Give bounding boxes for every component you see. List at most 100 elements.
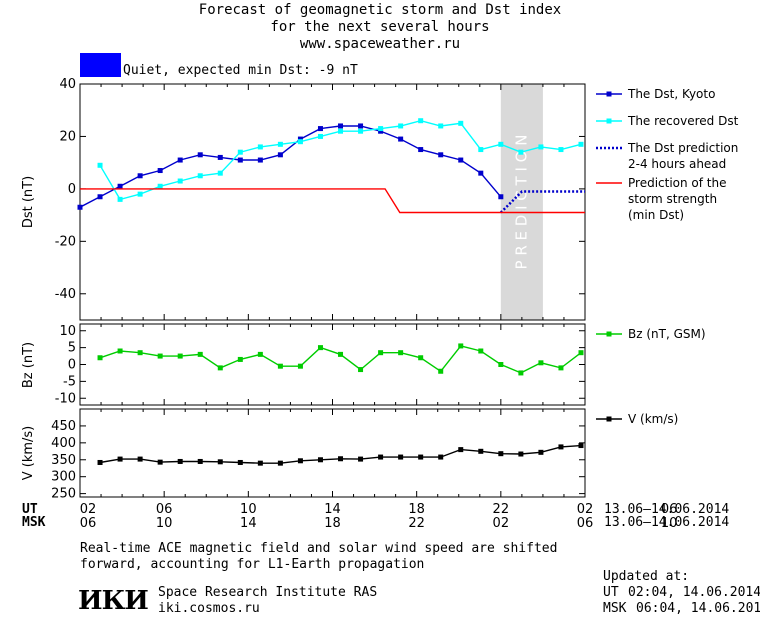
y-tick-label: 250 (51, 487, 76, 502)
y-tick-label: 5 (68, 341, 76, 356)
series-marker (277, 460, 283, 466)
msk-tick-label: 22 (408, 516, 425, 531)
series-marker (478, 170, 484, 176)
y-axis-label: Bz (nT) (21, 342, 36, 388)
series-marker (558, 147, 564, 153)
series-marker (317, 345, 323, 351)
series-marker (317, 133, 323, 139)
series-marker (257, 460, 263, 466)
series-marker (538, 360, 544, 366)
legend-label: The Dst, Kyoto (627, 87, 715, 101)
series-marker (157, 353, 163, 359)
legend-marker (606, 91, 612, 97)
y-tick-label: 20 (59, 129, 76, 144)
series-marker (177, 353, 183, 359)
series-marker (578, 141, 584, 147)
series-marker (358, 456, 364, 462)
series-marker (257, 351, 263, 357)
panel-frame (79, 408, 586, 498)
series-marker (378, 454, 384, 460)
msk-axis-label: MSK (22, 515, 46, 530)
series-marker (197, 173, 203, 179)
ut-tick-label: 02 (577, 502, 594, 517)
y-tick-label: -40 (55, 287, 76, 302)
y-tick-label: 40 (59, 77, 76, 92)
series-marker (418, 454, 424, 460)
series-marker (458, 447, 464, 453)
series-marker (338, 456, 344, 462)
series-marker (438, 152, 444, 158)
org-url-link[interactable]: iki.cosmos.ru (158, 601, 260, 616)
chart-title-line2: for the next several hours (270, 19, 490, 35)
msk-tick-label: 02 (493, 516, 510, 531)
series-line (99, 345, 582, 374)
updated-msk-label: MSK (603, 601, 627, 616)
series-marker (137, 191, 143, 197)
series-marker (97, 194, 103, 200)
series-marker (438, 368, 444, 374)
series-marker (518, 451, 524, 457)
site-link[interactable]: www.spaceweather.ru (299, 36, 461, 52)
series-marker (498, 451, 504, 457)
series-marker (578, 443, 584, 449)
series-marker (538, 144, 544, 150)
series-marker (458, 157, 464, 163)
updated-ut-label: UT (603, 585, 619, 600)
series-marker (237, 356, 243, 362)
series-marker (398, 454, 404, 460)
ut-axis-label: UT (22, 502, 38, 517)
y-tick-label: 400 (51, 436, 76, 451)
series-marker (438, 123, 444, 129)
legend-label: Bz (nT, GSM) (628, 327, 706, 341)
series-marker (237, 157, 243, 163)
legend-label: storm strength (628, 192, 717, 206)
series-marker (117, 196, 123, 202)
series-marker (578, 350, 584, 356)
y-tick-label: 0 (68, 358, 76, 373)
updated-ut-value: 02:04, 14.06.2014 (628, 585, 760, 600)
y-tick-label: 450 (51, 419, 76, 434)
series-marker (558, 365, 564, 371)
series-marker (478, 348, 484, 354)
series-marker (197, 458, 203, 464)
series-marker (418, 355, 424, 361)
series-line (80, 188, 585, 214)
series-marker (117, 456, 123, 462)
msk-tick-label: 10 (156, 516, 173, 531)
series-marker (97, 355, 103, 361)
y-tick-label: 300 (51, 470, 76, 485)
footer-note-line2: forward, accounting for L1-Earth propaga… (80, 557, 425, 572)
series-marker (398, 123, 404, 129)
updated-msk-value: 06:04, 14.06.2014 (636, 601, 760, 616)
series-marker (157, 459, 163, 465)
series-marker (358, 367, 364, 373)
series-marker (498, 141, 504, 147)
series-marker (418, 118, 424, 124)
y-tick-label: -10 (55, 391, 76, 406)
series-marker (418, 147, 424, 153)
msk-date-range: 13.06–14.06.2014 (604, 515, 730, 530)
series-marker (177, 178, 183, 184)
ut-tick-label: 06 (156, 502, 173, 517)
iki-logo[interactable]: ИКИ (78, 586, 149, 616)
series-marker (297, 363, 303, 369)
msk-tick-label: 06 (80, 516, 97, 531)
series-marker (277, 141, 283, 147)
msk-tick-label: 10 (661, 516, 678, 531)
series-marker (217, 459, 223, 465)
legend-label: Prediction of the (628, 176, 727, 190)
ut-tick-label: 06 (661, 502, 678, 517)
series-marker (438, 454, 444, 460)
updated-label: Updated at: (603, 569, 690, 584)
legend-label: The Dst prediction (627, 141, 738, 155)
series-marker (398, 350, 404, 356)
series-marker (358, 123, 364, 129)
series-marker (378, 350, 384, 356)
y-axis-label: Dst (nT) (21, 176, 36, 228)
msk-tick-label: 06 (577, 516, 594, 531)
msk-tick-label: 18 (324, 516, 341, 531)
org-name: Space Research Institute RAS (158, 585, 378, 600)
legend-marker (606, 331, 612, 337)
series-marker (297, 458, 303, 464)
series-marker (237, 459, 243, 465)
